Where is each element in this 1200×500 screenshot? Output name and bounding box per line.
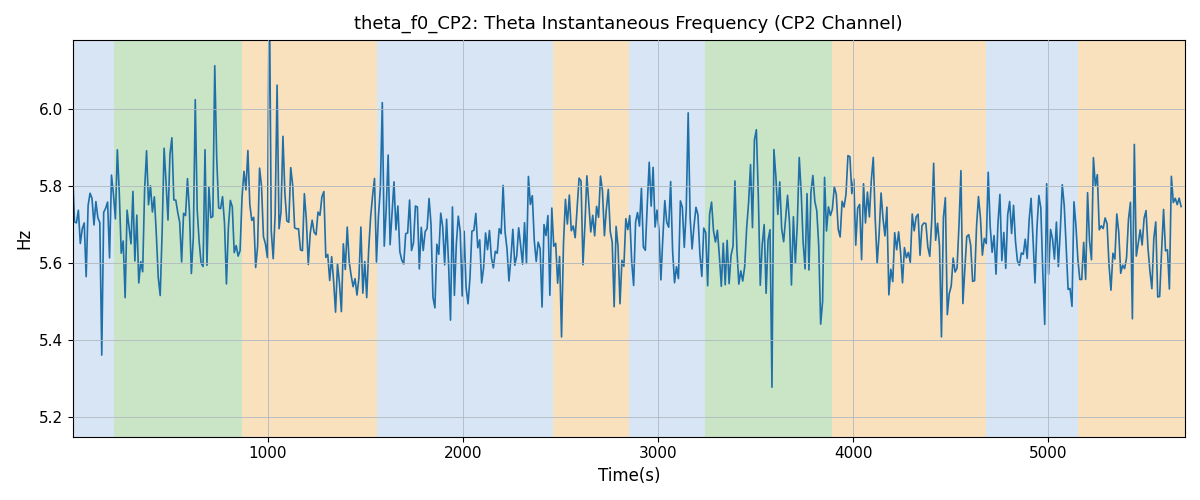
- Y-axis label: Hz: Hz: [14, 228, 32, 249]
- Bar: [114, 40, 242, 436]
- Bar: [553, 40, 629, 436]
- X-axis label: Time(s): Time(s): [598, 467, 660, 485]
- Bar: [832, 40, 986, 436]
- Bar: [242, 40, 377, 436]
- Bar: [629, 40, 704, 436]
- Bar: [72, 40, 114, 436]
- Bar: [704, 40, 832, 436]
- Bar: [986, 40, 1078, 436]
- Bar: [1078, 40, 1184, 436]
- Bar: [377, 40, 553, 436]
- Title: theta_f0_CP2: Theta Instantaneous Frequency (CP2 Channel): theta_f0_CP2: Theta Instantaneous Freque…: [354, 15, 904, 34]
